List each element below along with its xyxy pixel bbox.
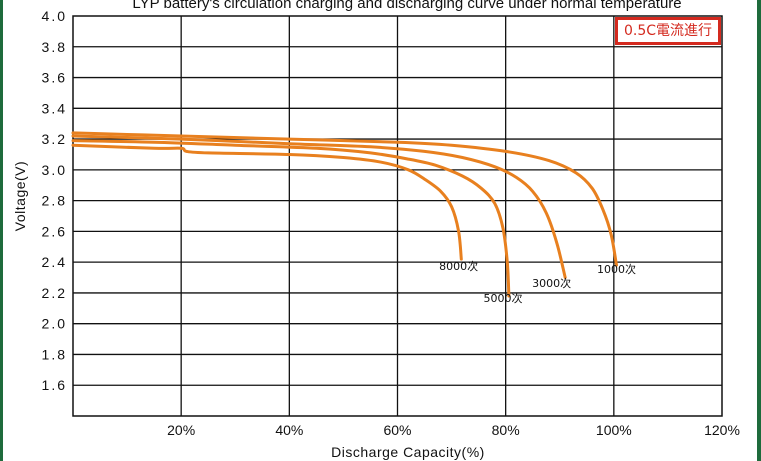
chart-stage: LYP battery's circulation charging and d… [3,0,757,461]
x-tick-label: 60% [383,422,411,438]
x-tick-label: 40% [275,422,303,438]
y-tick-label: 2.0 [42,316,67,332]
voltage-capacity-chart: LYP battery's circulation charging and d… [12,0,740,460]
curve-1000-cycles [71,131,618,267]
y-tick-label: 2.2 [42,285,67,301]
x-tick-label: 120% [704,422,740,438]
x-tick-label: 100% [596,422,632,438]
y-tick-label: 2.4 [42,254,67,270]
current-rate-badge: 0.5C電流進行 [615,17,721,45]
curve-label: 5000次 [483,291,522,305]
tick-layer: 1.6 1.8 2.0 2.2 2.4 2.6 2.8 3.0 3.2 3.4 3.6 3.8 4.0 2… [42,8,740,438]
y-tick-label: 3.2 [42,131,67,147]
y-tick-label: 3.0 [42,162,67,178]
y-tick-label: 1.6 [42,377,67,393]
curve-layer [71,131,618,298]
y-tick-label: 4.0 [42,8,67,24]
y-tick-label: 2.6 [42,223,67,239]
y-tick-label: 2.8 [42,193,67,209]
y-tick-label: 3.4 [42,100,67,116]
x-tick-label: 20% [167,422,195,438]
curve-label-layer: 1000次 3000次 5000次 8000次 [439,259,636,305]
y-tick-label: 3.6 [42,70,67,86]
x-axis-label: Discharge Capacity(%) [331,444,485,460]
x-tick-label: 80% [492,422,520,438]
y-tick-label: 1.8 [42,346,67,362]
curve-3000-cycles [71,134,567,279]
curve-label: 8000次 [439,259,478,273]
curve-label: 1000次 [597,262,636,276]
curve-5000-cycles [71,139,511,298]
curve-label: 3000次 [532,276,571,290]
curve-8000-cycles [71,143,463,261]
chart-title: LYP battery's circulation charging and d… [132,0,681,12]
grid-layer [72,15,723,417]
y-tick-label: 3.8 [42,39,67,55]
y-axis-label: Voltage(V) [12,161,28,231]
